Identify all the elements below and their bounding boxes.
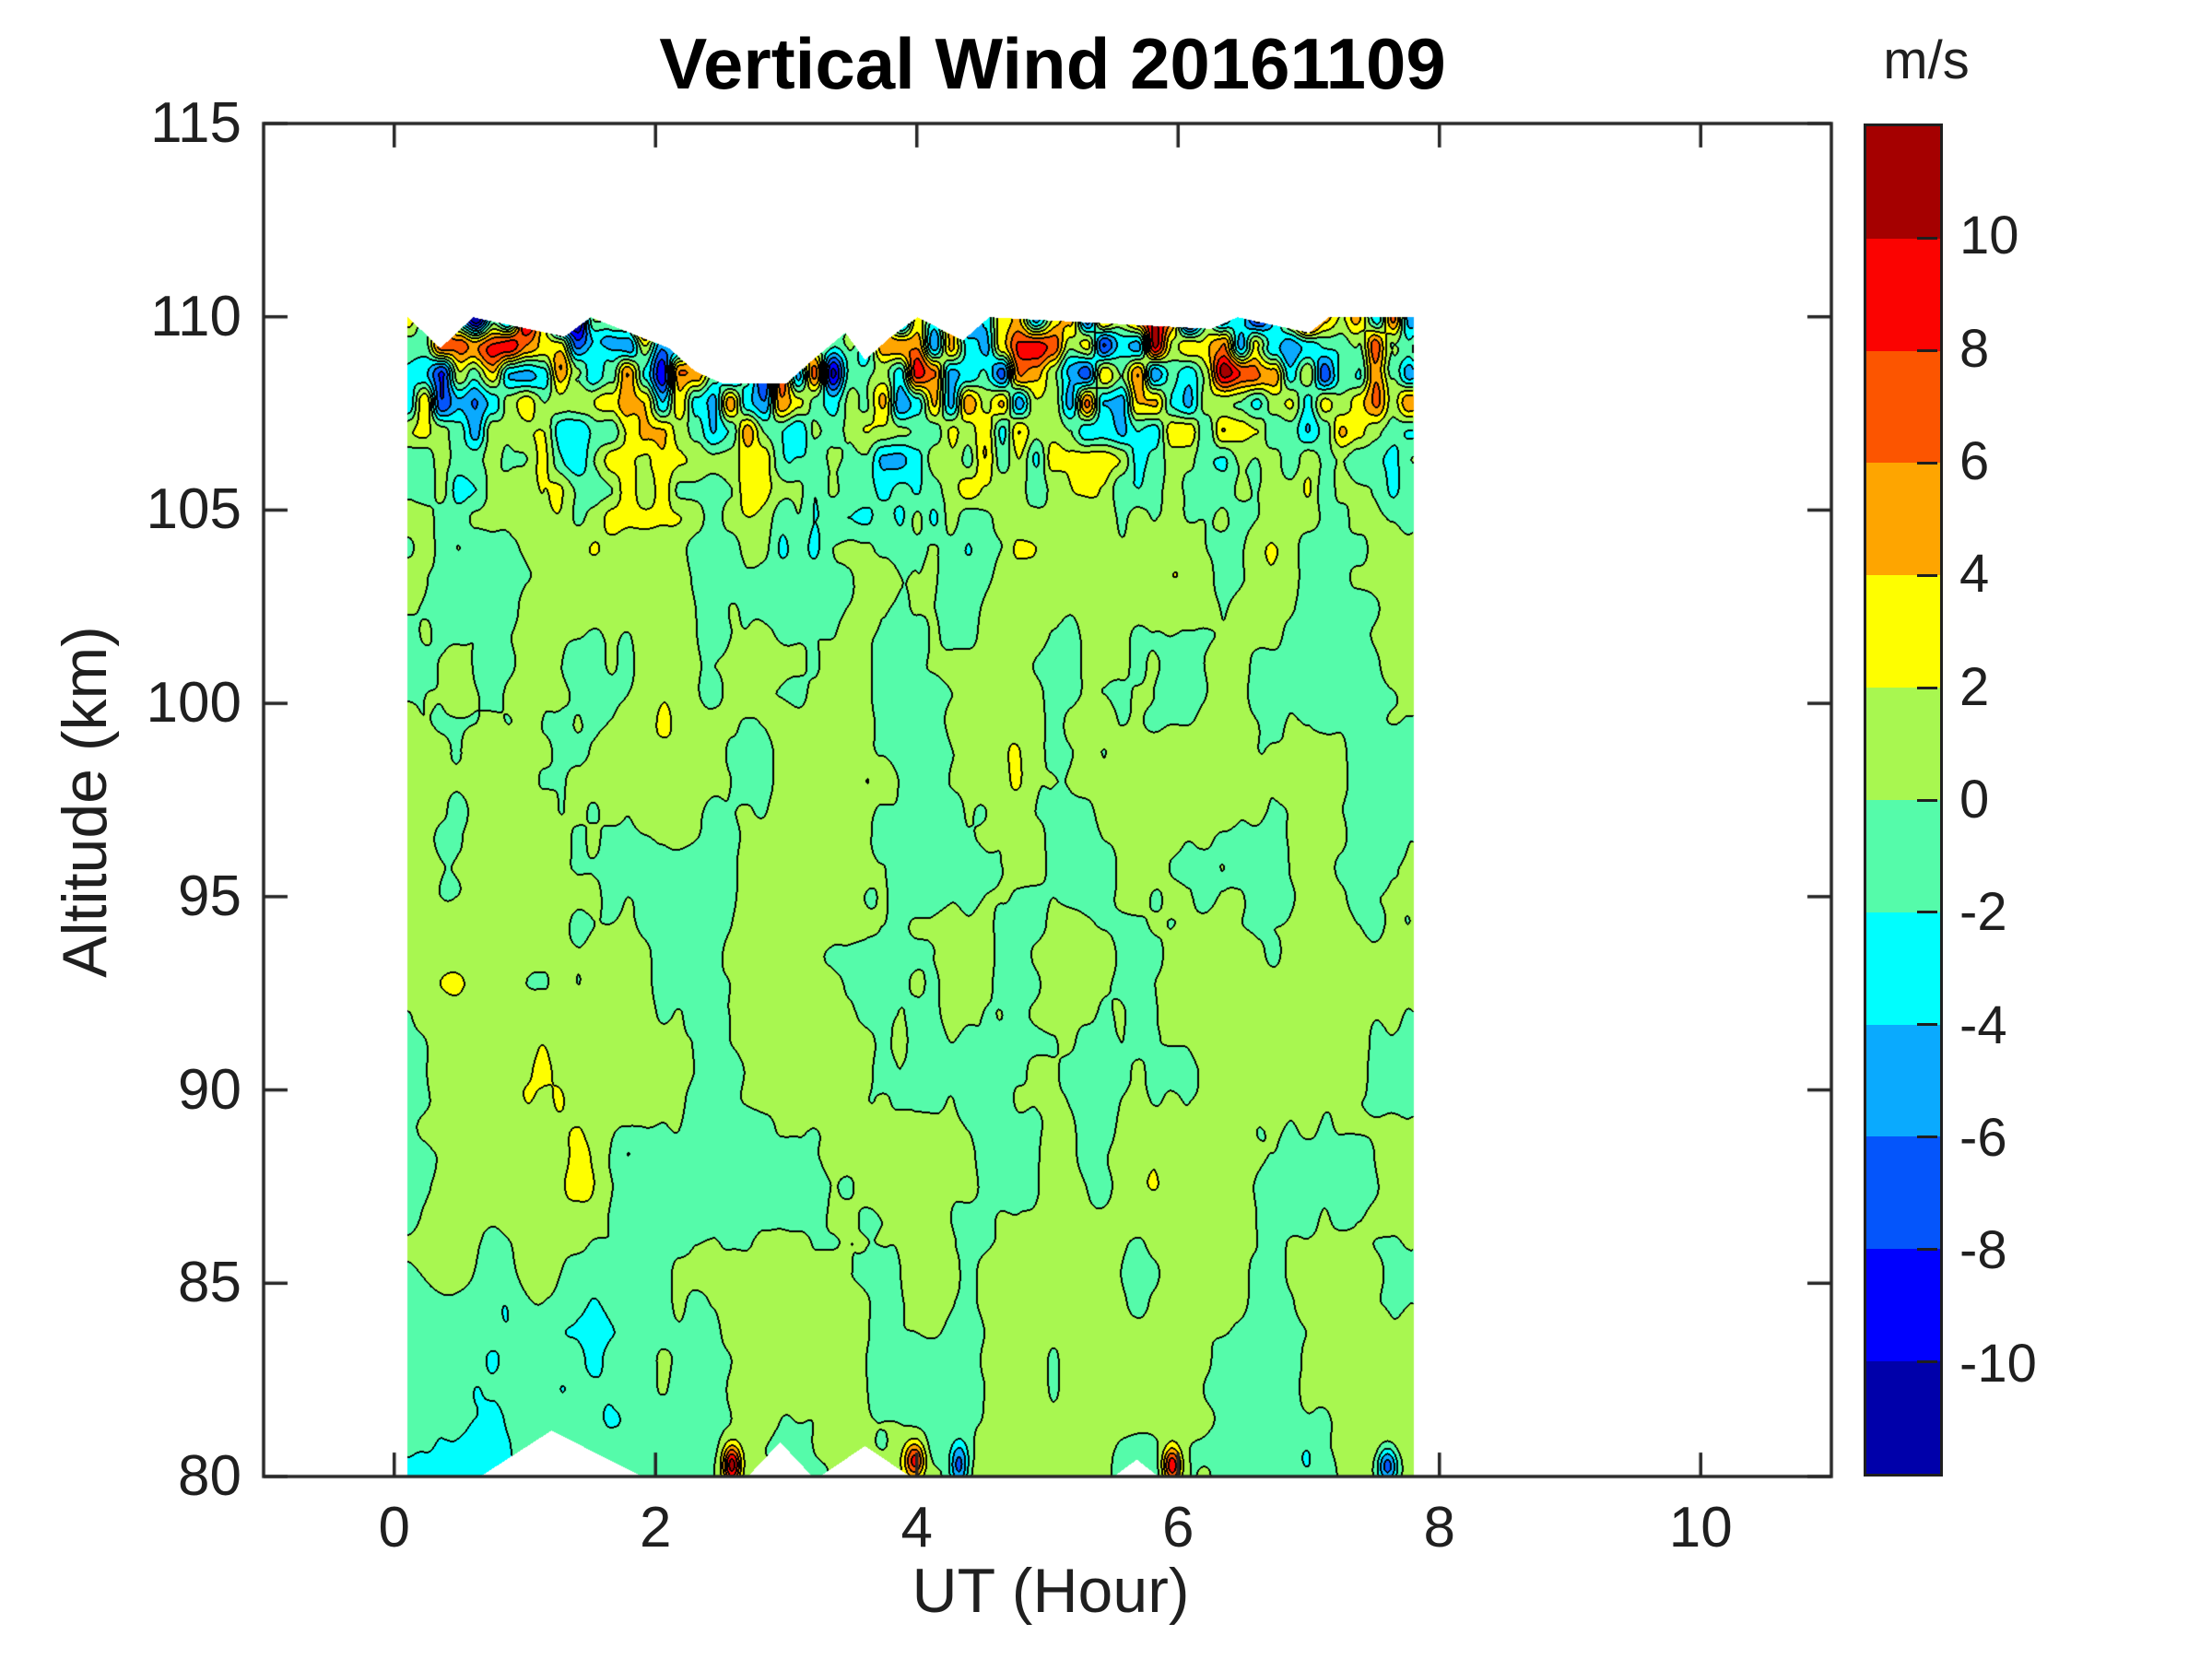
colorbar-segment <box>1866 238 1940 351</box>
colorbar-tick-label: 4 <box>1959 544 1990 605</box>
colorbar-tick-label: 6 <box>1959 431 1990 491</box>
colorbar-segment <box>1866 688 1940 800</box>
colorbar-tick-label: -8 <box>1959 1220 2007 1281</box>
colorbar-tick-mark <box>1917 573 1937 577</box>
colorbar-segment <box>1866 575 1940 688</box>
colorbar-tick-label: 2 <box>1959 656 1990 717</box>
colorbar-segment <box>1866 1024 1940 1137</box>
colorbar-tick-mark <box>1917 462 1937 465</box>
colorbar-tick-mark <box>1917 237 1937 241</box>
y-tick-label: 110 <box>150 284 241 348</box>
colorbar-segment <box>1866 799 1940 912</box>
x-axis-label: UT (Hour) <box>912 1556 1190 1626</box>
chart-title: Vertical Wind 20161109 <box>659 23 1446 104</box>
x-tick-label: 4 <box>900 1496 933 1559</box>
y-tick-label: 100 <box>146 671 241 735</box>
colorbar-segment <box>1866 1249 1940 1362</box>
colorbar-segment <box>1866 463 1940 576</box>
y-tick-label: 115 <box>150 91 241 155</box>
x-tick-label: 6 <box>1162 1496 1194 1559</box>
colorbar <box>1864 124 1943 1477</box>
colorbar-tick-label: -10 <box>1959 1333 2037 1394</box>
x-tick-label: 0 <box>378 1496 410 1559</box>
colorbar-tick-mark <box>1917 349 1937 353</box>
y-tick-label: 90 <box>178 1057 241 1122</box>
colorbar-tick-mark <box>1917 1135 1937 1138</box>
colorbar-tick-mark <box>1917 1247 1937 1251</box>
colorbar-segment <box>1866 126 1940 239</box>
colorbar-tick-label: 8 <box>1959 318 1990 379</box>
x-tick-label: 10 <box>1668 1496 1733 1559</box>
y-tick-label: 80 <box>178 1444 241 1508</box>
colorbar-unit-label: m/s <box>1883 30 1970 90</box>
colorbar-segment <box>1866 1361 1940 1474</box>
colorbar-tick-mark <box>1917 911 1937 914</box>
colorbar-tick-label: 0 <box>1959 770 1990 830</box>
colorbar-tick-mark <box>1917 1023 1937 1027</box>
colorbar-segment <box>1866 350 1940 464</box>
colorbar-tick-mark <box>1917 1359 1937 1363</box>
x-tick-label: 8 <box>1423 1496 1455 1559</box>
colorbar-tick-label: -4 <box>1959 994 2007 1055</box>
colorbar-tick-label: 10 <box>1959 206 2019 266</box>
colorbar-tick-label: -2 <box>1959 882 2007 943</box>
colorbar-tick-mark <box>1917 798 1937 802</box>
y-tick-label: 85 <box>178 1251 241 1315</box>
y-axis-label: Altitude (km) <box>50 626 120 978</box>
x-tick-label: 2 <box>640 1496 672 1559</box>
colorbar-tick-mark <box>1917 686 1937 689</box>
colorbar-tick-label: -6 <box>1959 1108 2007 1168</box>
colorbar-segment <box>1866 1136 1940 1250</box>
colorbar-segment <box>1866 912 1940 1025</box>
y-tick-label: 105 <box>146 477 241 542</box>
y-tick-label: 95 <box>178 864 241 928</box>
